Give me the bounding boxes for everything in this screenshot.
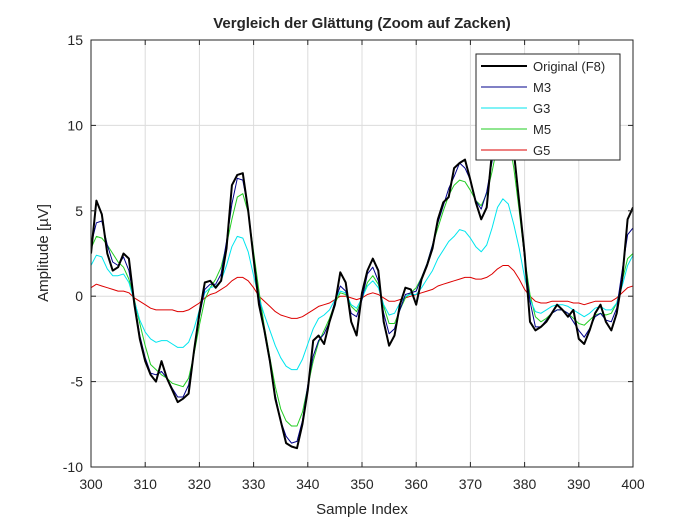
- x-tick-label: 300: [79, 476, 103, 492]
- legend-label: G3: [533, 101, 550, 116]
- x-tick-label: 380: [513, 476, 537, 492]
- legend-box: [475, 53, 621, 161]
- chart-title: Vergleich der Glättung (Zoom auf Zacken): [213, 15, 511, 32]
- x-axis-label: Sample Index: [316, 501, 408, 518]
- legend-label: M5: [533, 122, 551, 137]
- legend-label: G5: [533, 143, 550, 158]
- y-tick-label: -10: [63, 459, 83, 475]
- axis-ticks: 300 310 320 330 340 350 360 370 380 390 400 -10 -5 0 5…: [63, 32, 645, 492]
- legend-label: Original (F8): [533, 59, 605, 74]
- series-lines: [91, 81, 633, 450]
- x-tick-label: 370: [459, 476, 483, 492]
- x-tick-label: 400: [621, 476, 645, 492]
- y-tick-label: 10: [67, 117, 83, 133]
- legend-label: M3: [533, 80, 551, 95]
- y-axis-label: Amplitude [µV]: [35, 204, 52, 302]
- legend-items: Original (F8) M3 G3 M5 G5: [481, 59, 605, 158]
- x-tick-label: 320: [188, 476, 212, 492]
- x-tick-label: 390: [567, 476, 591, 492]
- x-tick-label: 330: [242, 476, 266, 492]
- x-tick-label: 350: [350, 476, 374, 492]
- legend: Original (F8) M3 G3 M5 G5: [475, 53, 621, 161]
- x-tick-label: 310: [134, 476, 158, 492]
- x-tick-label: 340: [296, 476, 320, 492]
- series-line-original-f8: [91, 81, 633, 450]
- y-tick-label: 0: [75, 288, 83, 304]
- y-tick-label: 5: [75, 203, 83, 219]
- y-tick-label: -5: [71, 374, 84, 390]
- y-tick-label: 15: [67, 32, 83, 48]
- x-tick-label: 360: [405, 476, 429, 492]
